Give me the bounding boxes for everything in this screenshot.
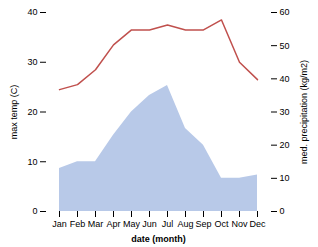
svg-text:40: 40 xyxy=(27,7,37,17)
svg-text:Jul: Jul xyxy=(162,219,174,229)
svg-text:Mar: Mar xyxy=(88,219,104,229)
svg-text:date (month): date (month) xyxy=(131,234,186,244)
svg-text:0: 0 xyxy=(280,206,285,216)
svg-text:10: 10 xyxy=(280,173,290,183)
svg-text:20: 20 xyxy=(280,140,290,150)
svg-text:med. precipitation (kg/m2): med. precipitation (kg/m2) xyxy=(299,60,309,164)
svg-text:30: 30 xyxy=(27,57,37,67)
svg-text:Oct: Oct xyxy=(214,219,229,229)
svg-text:50: 50 xyxy=(280,41,290,51)
svg-text:Sep: Sep xyxy=(195,219,211,229)
svg-text:Jan: Jan xyxy=(52,219,67,229)
svg-text:May: May xyxy=(123,219,141,229)
svg-text:0: 0 xyxy=(32,206,37,216)
svg-text:Feb: Feb xyxy=(70,219,86,229)
svg-text:Nov: Nov xyxy=(231,219,248,229)
svg-text:10: 10 xyxy=(27,157,37,167)
svg-text:Dec: Dec xyxy=(249,219,266,229)
svg-text:60: 60 xyxy=(280,7,290,17)
svg-text:Aug: Aug xyxy=(177,219,193,229)
svg-text:max temp (C): max temp (C) xyxy=(9,85,19,140)
svg-text:40: 40 xyxy=(280,74,290,84)
svg-text:20: 20 xyxy=(27,107,37,117)
svg-text:Apr: Apr xyxy=(106,219,120,229)
svg-text:Jun: Jun xyxy=(142,219,157,229)
svg-text:30: 30 xyxy=(280,107,290,117)
